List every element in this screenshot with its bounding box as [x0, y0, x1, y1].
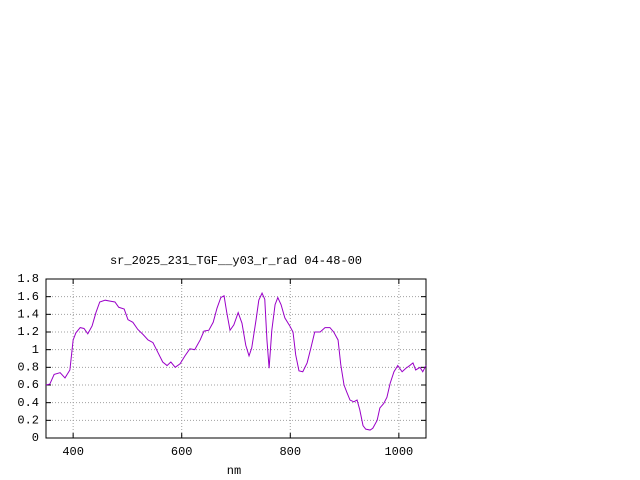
chart-title: sr_2025_231_TGF__y03_r_rad 04-48-00 — [110, 254, 362, 268]
y-tick-label: 1.6 — [17, 290, 39, 304]
y-tick-label: 0.2 — [17, 414, 39, 428]
y-tick-label: 1.8 — [17, 272, 39, 286]
y-tick-label: 0.8 — [17, 361, 39, 375]
x-tick-label: 600 — [171, 445, 193, 459]
x-tick-label: 1000 — [384, 445, 413, 459]
y-tick-label: 0.4 — [17, 396, 39, 410]
plot-frame — [45, 278, 427, 439]
y-tick-label: 1 — [32, 343, 39, 357]
x-tick-label: 800 — [279, 445, 301, 459]
y-tick-label: 0.6 — [17, 378, 39, 392]
y-tick-label: 1.4 — [17, 308, 39, 322]
data-line — [45, 291, 427, 431]
y-tick-label: 1.2 — [17, 325, 39, 339]
x-tick-label: 400 — [62, 445, 84, 459]
y-tick-label: 0 — [32, 431, 39, 445]
x-axis-label: nm — [227, 464, 241, 478]
